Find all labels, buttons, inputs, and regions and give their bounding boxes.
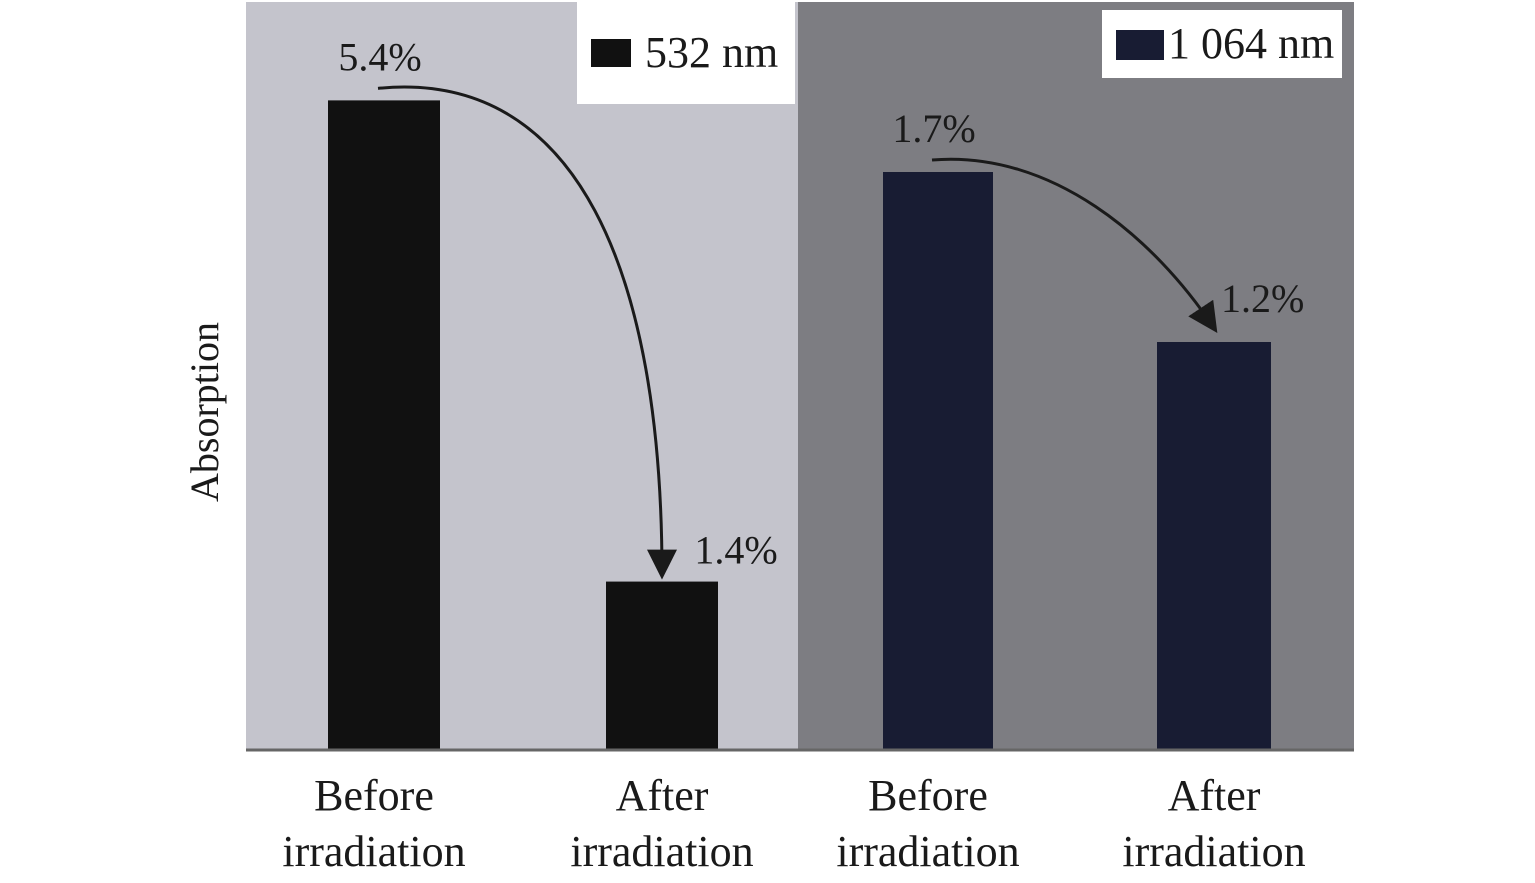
legend-label: 532 nm xyxy=(645,28,778,77)
change-arrow xyxy=(377,85,677,580)
data-label-after: 1.4% xyxy=(694,528,777,573)
bar-before xyxy=(328,100,440,750)
data-label-before: 1.7% xyxy=(892,106,975,151)
change-arrow xyxy=(931,157,1218,333)
data-label-after: 1.2% xyxy=(1221,276,1304,321)
data-label-before: 5.4% xyxy=(338,34,421,79)
panel-1: 5.4% 1.4% 532 nm xyxy=(246,2,798,750)
x-tick-label: After irradiation xyxy=(570,771,753,876)
panel-2: 1.7% 1.2% 1 064 nm xyxy=(798,2,1354,750)
bar-after xyxy=(1157,342,1271,750)
y-axis-label: Absorption xyxy=(182,322,227,502)
bar-before xyxy=(883,172,993,750)
legend-swatch xyxy=(591,39,631,67)
bar-after xyxy=(606,581,718,750)
x-tick-label: After irradiation xyxy=(1122,771,1305,876)
legend-swatch xyxy=(1116,30,1164,60)
x-tick-label: Before irradiation xyxy=(282,771,465,876)
legend: 532 nm xyxy=(577,2,795,104)
legend-label: 1 064 nm xyxy=(1168,19,1334,68)
legend: 1 064 nm xyxy=(1102,10,1342,78)
x-tick-label: Before irradiation xyxy=(836,771,1019,876)
